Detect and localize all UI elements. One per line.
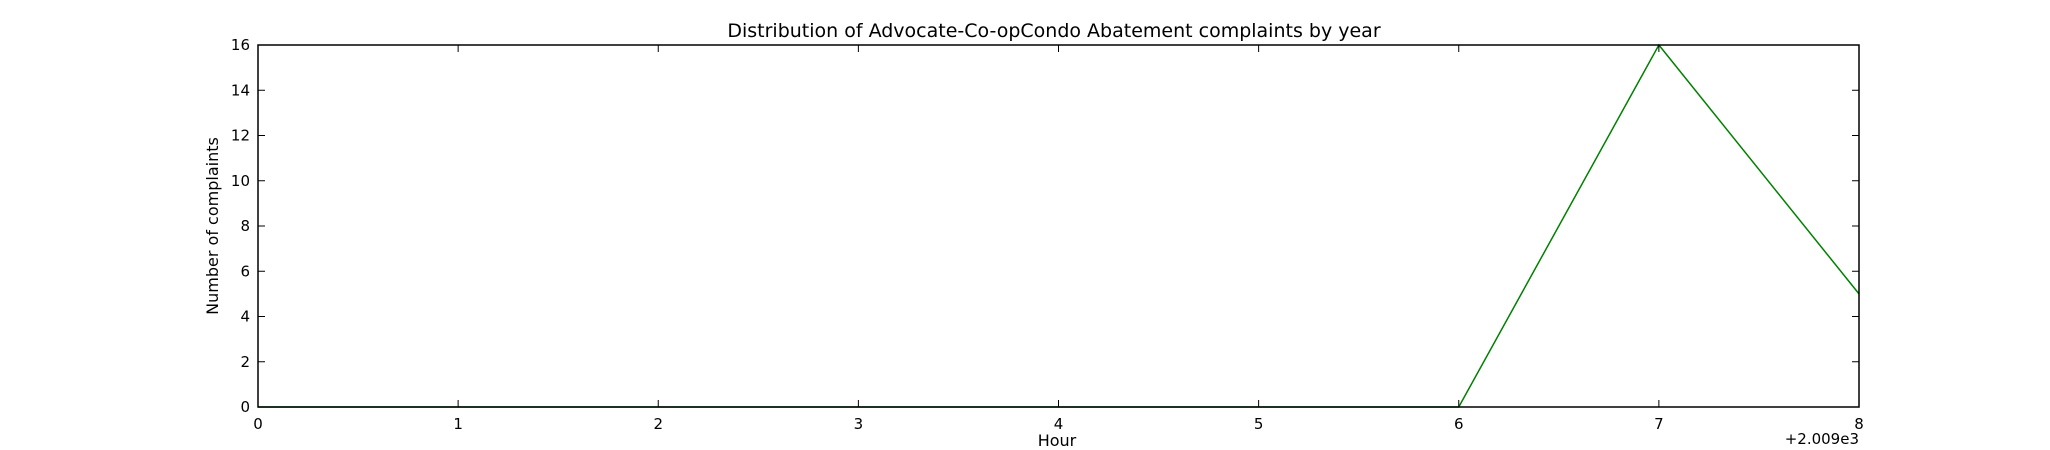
x-axis-offset-label: +2.009e3 xyxy=(1785,430,1859,448)
x-tick-label: 4 xyxy=(1054,415,1064,433)
x-axis-label: Hour xyxy=(1038,431,1077,450)
x-tick-label: 6 xyxy=(1454,415,1464,433)
x-tick-label: 8 xyxy=(1854,415,1864,433)
y-tick-label: 10 xyxy=(231,172,250,190)
y-axis-label: Number of complaints xyxy=(203,137,222,315)
y-tick-label: 14 xyxy=(231,81,250,99)
y-tick-label: 12 xyxy=(231,127,250,145)
y-tick-label: 16 xyxy=(231,36,250,54)
y-tick-label: 0 xyxy=(240,398,250,416)
x-tick-label: 7 xyxy=(1654,415,1664,433)
series-line-1 xyxy=(258,43,1860,408)
x-tick-label: 1 xyxy=(453,415,463,433)
x-tick-label: 3 xyxy=(854,415,864,433)
x-tick-label: 2 xyxy=(653,415,663,433)
chart-title: Distribution of Advocate-Co-opCondo Abat… xyxy=(727,20,1380,42)
series-layer xyxy=(258,43,1860,408)
x-tick-label: 5 xyxy=(1254,415,1264,433)
y-tick-label: 4 xyxy=(240,308,250,326)
y-tick-label: 8 xyxy=(240,217,250,235)
plot-area-frame xyxy=(257,44,1860,408)
y-tick-label: 6 xyxy=(240,262,250,280)
x-tick-label: 0 xyxy=(253,415,263,433)
y-tick-label: 2 xyxy=(240,353,250,371)
